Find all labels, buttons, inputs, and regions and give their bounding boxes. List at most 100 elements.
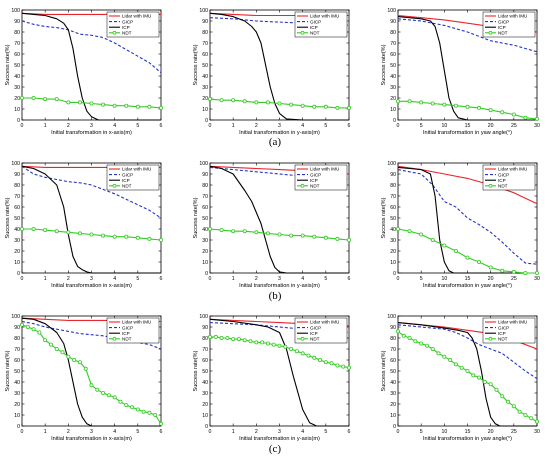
- x-tick-label: 1: [232, 276, 235, 282]
- data-point-ndt: [66, 100, 71, 105]
- x-tick-label: 0: [21, 276, 24, 282]
- y-tick-label: 10: [202, 260, 208, 266]
- x-tick-label: 4: [301, 276, 304, 282]
- data-point-ndt: [219, 98, 224, 103]
- legend-label-icp: ICP: [310, 331, 318, 336]
- chart-8: 0 10 20 30 40 50 60 70 80 90 100 0 1 2 3 4 5 6 Initial tra…: [193, 314, 351, 442]
- y-axis-label: Success rate(%): [5, 44, 11, 85]
- data-point-ndt: [19, 226, 24, 231]
- x-tick-label: 25: [511, 276, 517, 282]
- data-point-ndt: [66, 354, 71, 359]
- x-tick-label: 5: [324, 429, 327, 435]
- data-point-ndt: [442, 102, 447, 107]
- data-point-ndt: [112, 103, 117, 108]
- y-tick-label: 20: [202, 96, 208, 102]
- y-axis-label: Success rate(%): [193, 197, 199, 238]
- series-line-gicp: [21, 20, 162, 74]
- data-point-ndt: [465, 368, 470, 373]
- data-point-ndt: [89, 383, 94, 388]
- data-point-ndt: [465, 104, 470, 109]
- legend-label-gicp: GICP: [122, 172, 133, 177]
- y-axis-label: Success rate(%): [193, 350, 199, 391]
- y-tick-label: 100: [387, 161, 396, 167]
- series-line-icp: [21, 317, 161, 427]
- y-tick-label: 0: [17, 271, 20, 277]
- data-point-ndt: [300, 103, 305, 108]
- y-tick-label: 40: [202, 74, 208, 80]
- x-tick-label: 30: [534, 429, 540, 435]
- data-point-ndt: [158, 237, 163, 242]
- data-point-ndt: [289, 233, 294, 238]
- y-tick-label: 50: [14, 63, 20, 69]
- y-tick-label: 90: [202, 325, 208, 331]
- x-tick-label: 3: [278, 429, 281, 435]
- legend-label-ndt: NDT: [498, 31, 508, 36]
- y-tick-label: 40: [202, 380, 208, 386]
- data-point-ndt: [135, 235, 140, 240]
- data-point-ndt: [248, 339, 253, 344]
- data-point-ndt: [413, 339, 418, 344]
- y-tick-label: 40: [390, 227, 396, 233]
- x-axis-label: Initial transformation in x-axis(m): [51, 436, 132, 442]
- x-tick-label: 1: [44, 276, 47, 282]
- x-tick-label: 10: [441, 123, 447, 129]
- data-point-ndt: [135, 407, 140, 412]
- y-tick-label: 30: [202, 238, 208, 244]
- data-point-ndt: [135, 104, 140, 109]
- y-tick-label: 100: [387, 8, 396, 14]
- data-point-ndt: [407, 99, 412, 104]
- y-tick-label: 90: [202, 172, 208, 178]
- y-tick-label: 90: [14, 172, 20, 178]
- legend-label-icp: ICP: [122, 25, 130, 30]
- data-point-ndt: [436, 351, 441, 356]
- data-point-ndt: [158, 105, 163, 110]
- legend-label-imu: Lidar with IMU: [310, 320, 339, 325]
- data-point-ndt: [43, 228, 48, 233]
- data-point-ndt: [395, 226, 400, 231]
- data-point-ndt: [265, 341, 270, 346]
- data-point-ndt: [323, 360, 328, 365]
- legend-label-ndt: NDT: [310, 337, 320, 342]
- data-point-ndt: [323, 104, 328, 109]
- y-tick-label: 50: [390, 369, 396, 375]
- data-point-ndt: [335, 105, 340, 110]
- y-tick-label: 60: [202, 205, 208, 211]
- y-tick-label: 0: [393, 424, 396, 430]
- data-point-ndt: [312, 234, 317, 239]
- y-tick-label: 30: [14, 85, 20, 91]
- chart-1: 0 10 20 30 40 50 60 70 80 90 100 0 1 2 3 4 5 6 Initial tra…: [5, 8, 163, 136]
- legend-label-imu: Lidar with IMU: [310, 167, 339, 172]
- y-axis-label: Success rate(%): [381, 350, 387, 391]
- legend-label-gicp: GICP: [498, 172, 509, 177]
- y-tick-label: 80: [390, 183, 396, 189]
- data-point-ndt: [66, 230, 71, 235]
- y-tick-label: 80: [390, 336, 396, 342]
- x-tick-label: 4: [113, 123, 116, 129]
- data-point-ndt: [141, 409, 146, 414]
- legend-label-gicp: GICP: [310, 325, 321, 330]
- data-point-ndt: [60, 350, 65, 355]
- data-point-ndt: [494, 387, 499, 392]
- data-point-ndt: [77, 100, 82, 105]
- legend-marker-ndt: [488, 183, 493, 188]
- data-point-ndt: [101, 390, 106, 395]
- data-point-ndt: [101, 102, 106, 107]
- x-tick-label: 3: [90, 429, 93, 435]
- x-tick-label: 20: [488, 123, 494, 129]
- y-tick-label: 30: [14, 238, 20, 244]
- legend-label-ndt: NDT: [310, 184, 320, 189]
- y-tick-label: 50: [202, 216, 208, 222]
- x-tick-label: 0: [209, 276, 212, 282]
- data-point-ndt: [488, 382, 493, 387]
- data-point-ndt: [147, 236, 152, 241]
- y-tick-label: 0: [17, 424, 20, 430]
- y-tick-label: 60: [390, 358, 396, 364]
- legend-label-icp: ICP: [498, 178, 506, 183]
- y-tick-label: 70: [202, 347, 208, 353]
- data-point-ndt: [95, 387, 100, 392]
- data-point-ndt: [118, 399, 123, 404]
- x-tick-label: 1: [232, 123, 235, 129]
- x-tick-label: 30: [534, 276, 540, 282]
- data-point-ndt: [453, 362, 458, 367]
- y-tick-label: 80: [390, 30, 396, 36]
